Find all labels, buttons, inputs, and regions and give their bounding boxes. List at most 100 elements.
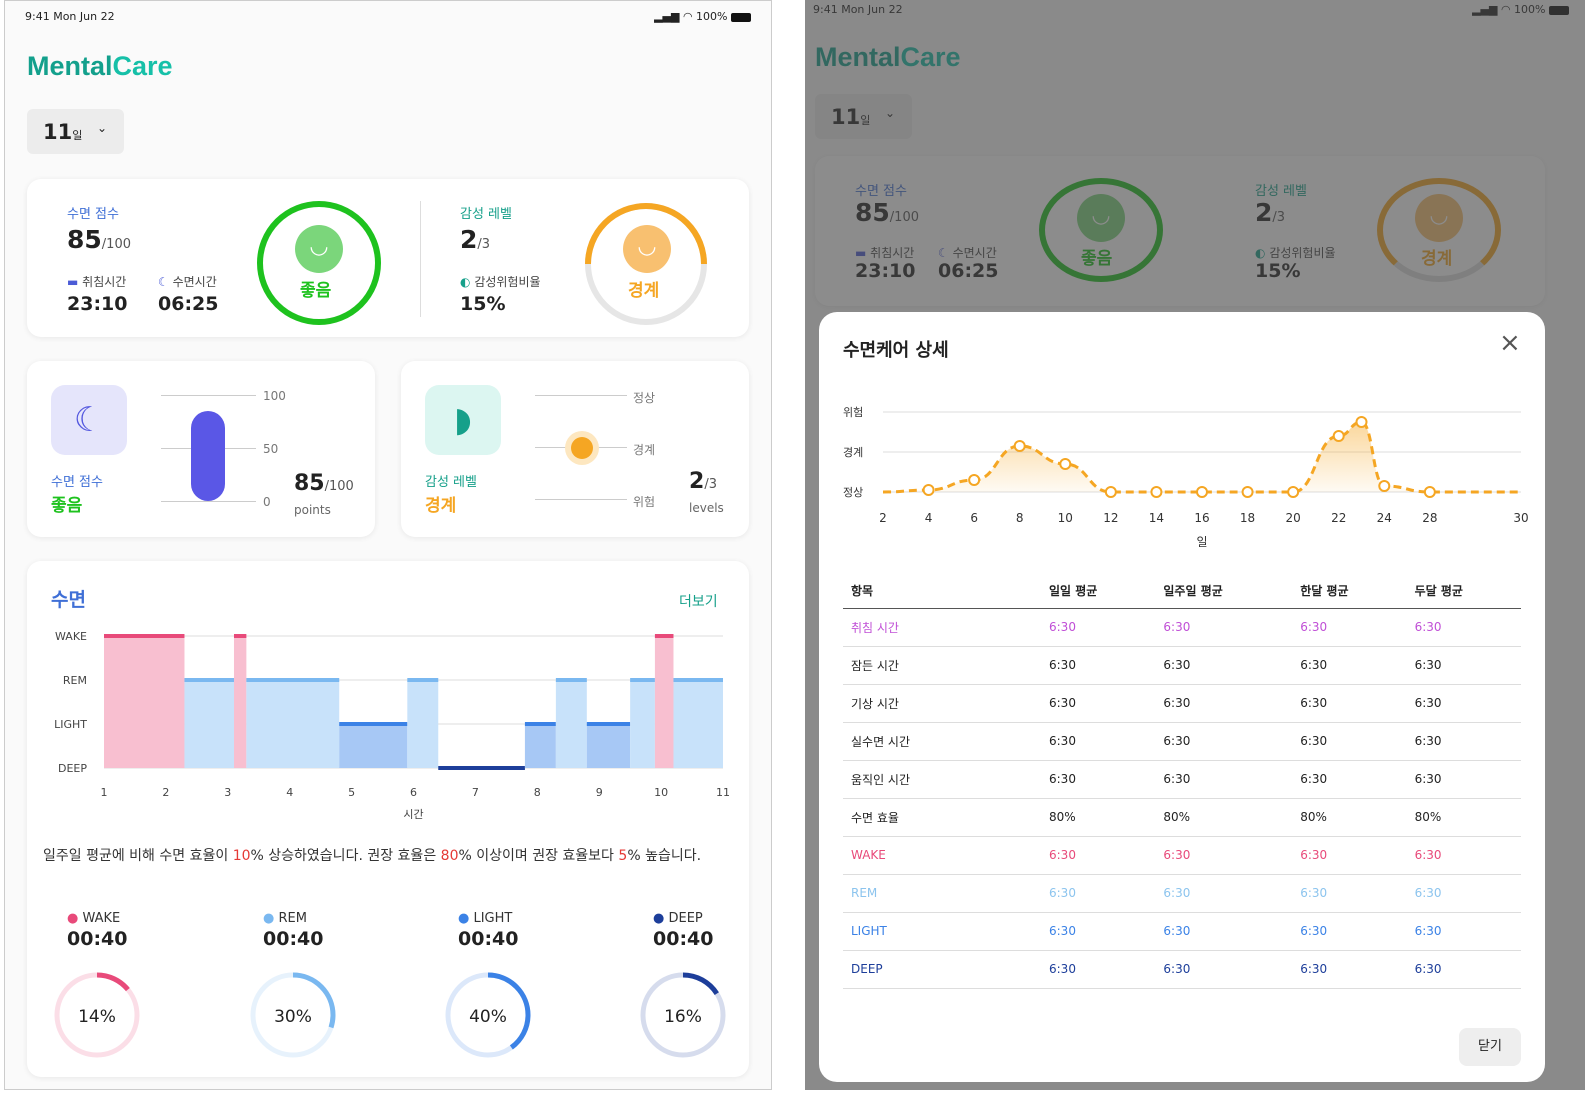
- stage-segment: [524, 724, 556, 768]
- more-link[interactable]: 더보기: [679, 594, 718, 610]
- row-value: 6:30: [1406, 608, 1521, 647]
- x-tick-label: 1: [101, 786, 108, 799]
- x-tick-label: 4: [286, 786, 293, 799]
- table-row: 움직인 시간 6:30 6:30 6:30 6:30: [843, 760, 1521, 799]
- stage-name: ● WAKE: [67, 911, 121, 926]
- x-tick-label: 10: [654, 786, 668, 799]
- row-label: 실수면 시간: [843, 722, 1041, 761]
- battery-icon: [731, 12, 751, 22]
- score-tick-0: 0: [263, 495, 271, 509]
- row-value: 6:30: [1406, 950, 1521, 989]
- row-value: 6:30: [1155, 722, 1293, 761]
- trend-point: [1104, 486, 1117, 498]
- chevron-down-icon: ⌄: [97, 121, 108, 135]
- stage-ring: 40%: [445, 972, 531, 1058]
- stage-item: ● DEEP 00:40 16%: [640, 911, 749, 1061]
- row-value: 6:30: [1292, 874, 1407, 913]
- score-tick-50: 50: [263, 442, 279, 456]
- moon-small-icon: ☾: [158, 275, 169, 289]
- stage-ring-progress: [250, 972, 336, 1058]
- stage-item: ● LIGHT 00:40 40%: [445, 911, 554, 1061]
- emotion-card: ◗ 감성 레벨 경계 정상 경계 위험 2/3 levels: [401, 361, 749, 537]
- table-row: 실수면 시간 6:30 6:30 6:30 6:30: [843, 722, 1521, 761]
- row-label: DEEP: [843, 950, 1041, 989]
- y-tick-label: LIGHT: [54, 718, 87, 731]
- stage-name: ● REM: [263, 911, 307, 926]
- x-tick-label: 8: [534, 786, 541, 799]
- emotion-risk-label: ◐ 감성위험비율: [460, 275, 541, 289]
- y-tick-label: DEEP: [58, 762, 87, 775]
- trend-point: [1013, 440, 1026, 452]
- trend-point: [1332, 430, 1345, 442]
- stage-segment: [630, 680, 655, 768]
- stage-segment-top: [438, 766, 525, 770]
- row-value: 6:30: [1155, 646, 1293, 685]
- row-value: 80%: [1155, 798, 1293, 837]
- stage-segment: [246, 680, 340, 768]
- table-header-cell: 항목: [843, 574, 1041, 609]
- x-tick-label: 5: [348, 786, 355, 799]
- app-logo: MentalCare: [27, 51, 173, 81]
- summary-divider: [420, 201, 421, 317]
- x-tick-label: 30: [1513, 511, 1528, 525]
- row-label: LIGHT: [843, 912, 1041, 951]
- moon-icon: ☾: [51, 385, 127, 455]
- sleep-care-detail-modal: 수면케어 상세 × 정상 경계 위험 2 4 6 8 10 12 14 16 18 20 22 24 28 30…: [819, 312, 1545, 1082]
- stage-item: ● WAKE 00:40 14%: [54, 911, 163, 1061]
- row-value: 6:30: [1406, 912, 1521, 951]
- table-header-cell: 일주일 평균: [1155, 574, 1293, 609]
- stage-time: 00:40: [653, 928, 714, 950]
- stage-ring: 30%: [250, 972, 336, 1058]
- trend-point: [968, 474, 981, 486]
- row-value: 6:30: [1406, 874, 1521, 913]
- smile-icon: ◡: [295, 225, 343, 273]
- stage-segment-top: [586, 722, 631, 726]
- stage-ring-progress: [54, 972, 140, 1058]
- stage-segment-top: [104, 634, 185, 638]
- x-tick-label: 12: [1103, 511, 1118, 525]
- close-button[interactable]: 닫기: [1459, 1028, 1521, 1066]
- stage-ring-progress: [640, 972, 726, 1058]
- stage-segment-top: [673, 678, 723, 682]
- emotion-card-state: 경계: [425, 496, 457, 516]
- x-tick-label: 22: [1331, 511, 1346, 525]
- stage-segment: [184, 680, 234, 768]
- row-label: REM: [843, 874, 1041, 913]
- stage-time: 00:40: [458, 928, 519, 950]
- bed-icon: ▬: [67, 275, 79, 289]
- close-icon[interactable]: ×: [1499, 328, 1521, 358]
- stage-segment: [407, 680, 439, 768]
- y-tick-label: WAKE: [55, 630, 87, 643]
- table-row: 취침 시간 6:30 6:30 6:30 6:30: [843, 608, 1521, 647]
- half-circle-icon: ◐: [460, 275, 471, 289]
- stage-segment: [673, 680, 723, 768]
- trend-point: [1378, 480, 1391, 492]
- table-row: WAKE 6:30 6:30 6:30 6:30: [843, 836, 1521, 875]
- row-value: 80%: [1292, 798, 1407, 837]
- trend-point: [1423, 486, 1436, 498]
- stage-segment-top: [184, 678, 234, 682]
- sleep-state-ring: [257, 201, 381, 325]
- trend-point: [1241, 486, 1254, 498]
- row-value: 6:30: [1041, 608, 1156, 647]
- row-value: 6:30: [1041, 646, 1156, 685]
- row-value: 6:30: [1155, 950, 1293, 989]
- date-day: 11: [43, 120, 73, 144]
- x-tick-label: 10: [1058, 511, 1073, 525]
- battery-text: 100%: [696, 10, 728, 23]
- stage-name: ● LIGHT: [458, 911, 513, 926]
- date-selector[interactable]: 11일 ⌄: [27, 109, 124, 154]
- row-value: 6:30: [1155, 874, 1293, 913]
- stage-percent: 16%: [664, 1007, 702, 1027]
- row-value: 6:30: [1292, 646, 1407, 685]
- x-tick-label: 16: [1194, 511, 1209, 525]
- trend-point: [1196, 486, 1208, 498]
- row-value: 6:30: [1292, 950, 1407, 989]
- emotion-state-ring: [585, 203, 707, 325]
- table-row: LIGHT 6:30 6:30 6:30 6:30: [843, 912, 1521, 951]
- row-value: 6:30: [1041, 836, 1156, 875]
- stage-name: ● DEEP: [653, 911, 703, 926]
- stage-ring: 14%: [54, 972, 140, 1058]
- stage-item: ● REM 00:40 30%: [250, 911, 359, 1061]
